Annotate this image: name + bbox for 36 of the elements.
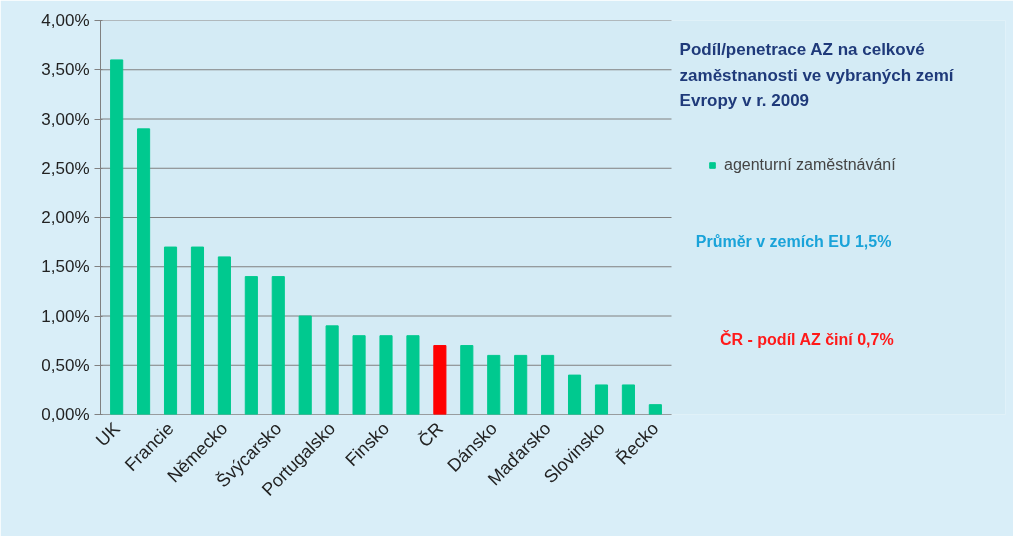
- bar: [163, 246, 178, 415]
- bar: [110, 59, 124, 415]
- text: Průměr v zemích EU 1,5%: [695, 232, 892, 250]
- bar: [567, 374, 582, 415]
- y-tick-label: 2,00%: [41, 208, 90, 227]
- y-tick-label: 4,00%: [41, 11, 90, 30]
- bar: [325, 325, 339, 415]
- y-tick-label: 3,00%: [41, 109, 90, 129]
- bar: [298, 315, 312, 415]
- legend-label: agenturní zaměstnávání: [724, 156, 896, 174]
- y-tick-label: 0,50%: [41, 355, 90, 375]
- x-tick-label: UK: [91, 418, 124, 451]
- y-tick-label: 0,00%: [41, 405, 90, 424]
- bar: [487, 354, 501, 415]
- bar: [137, 128, 151, 415]
- bar: [406, 335, 420, 415]
- bar: [433, 345, 447, 415]
- bar: [271, 276, 285, 415]
- bar: [514, 354, 528, 415]
- bar: [460, 345, 474, 415]
- y-tick-label: 1,00%: [41, 306, 90, 326]
- bar: [648, 404, 662, 415]
- bar: [352, 335, 366, 415]
- bar: [217, 256, 231, 415]
- bar: [379, 335, 393, 415]
- bar: [190, 246, 205, 415]
- x-tick-label: ČR: [413, 417, 447, 451]
- text: Podíl/penetrace AZ na celkové zaměstnanosti ve vybraných zemí Evropy v r. 2009: [679, 40, 955, 111]
- bar: [621, 384, 635, 415]
- text: ČR - podíl AZ činí 0,7%: [719, 330, 894, 349]
- y-tick-label: 2,50%: [41, 158, 90, 178]
- y-tick-label: 3,50%: [41, 60, 90, 80]
- y-tick-label: 1,50%: [41, 257, 90, 277]
- bar: [541, 354, 555, 415]
- bar: [244, 276, 258, 415]
- bar: [594, 384, 609, 415]
